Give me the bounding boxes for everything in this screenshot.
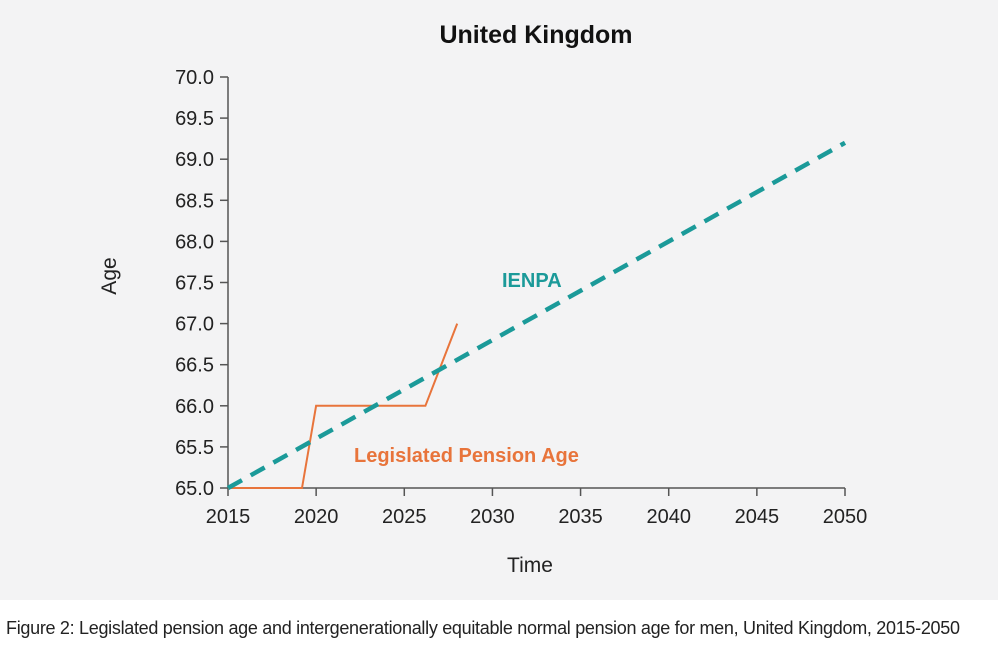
y-tick-label: 68.5 bbox=[175, 190, 214, 212]
y-tick-label: 67.5 bbox=[175, 273, 214, 295]
x-tick-label: 2030 bbox=[470, 506, 515, 528]
series-label-legislated-pension-age: Legislated Pension Age bbox=[354, 445, 579, 467]
line-chart: United Kingdom 65.065.566.066.567.067.56… bbox=[98, 21, 867, 577]
figure-caption: Figure 2: Legislated pension age and int… bbox=[6, 618, 960, 638]
axes: 65.0 65.5 66.0 66.5 67.0 67.5 68.0 68.5 69.0 69.5… bbox=[175, 67, 867, 528]
x-tick-label: 2020 bbox=[294, 506, 339, 528]
series-line-ienpa bbox=[226, 140, 847, 490]
x-tick-label: 2015 bbox=[206, 506, 251, 528]
y-tick-label: 66.5 bbox=[175, 355, 214, 377]
y-tick-label: 66.0 bbox=[175, 396, 214, 418]
x-tick-label: 2050 bbox=[823, 506, 868, 528]
chart-title: United Kingdom bbox=[439, 21, 632, 49]
x-axis-title: Time bbox=[507, 554, 553, 577]
series-label-ienpa: IENPA bbox=[502, 270, 562, 292]
y-tick-label: 70.0 bbox=[175, 67, 214, 89]
y-axis-title: Age bbox=[98, 257, 121, 294]
x-tick-label: 2035 bbox=[558, 506, 603, 528]
y-tick-label: 67.0 bbox=[175, 314, 214, 336]
y-tick-label: 69.5 bbox=[175, 108, 214, 130]
y-tick-label: 68.0 bbox=[175, 231, 214, 253]
y-tick-label: 65.5 bbox=[175, 437, 214, 459]
series-line-legislated-pension-age bbox=[228, 323, 459, 489]
series-layer bbox=[226, 140, 847, 490]
x-tick-label: 2040 bbox=[646, 506, 691, 528]
x-tick-label: 2045 bbox=[735, 506, 780, 528]
y-tick-label: 65.0 bbox=[175, 478, 214, 500]
chart-area: United Kingdom 65.0 65.5 66.0 66.5 67.0 67.5 6… bbox=[0, 0, 998, 600]
y-tick-label: 69.0 bbox=[175, 149, 214, 171]
x-tick-label: 2025 bbox=[382, 506, 427, 528]
